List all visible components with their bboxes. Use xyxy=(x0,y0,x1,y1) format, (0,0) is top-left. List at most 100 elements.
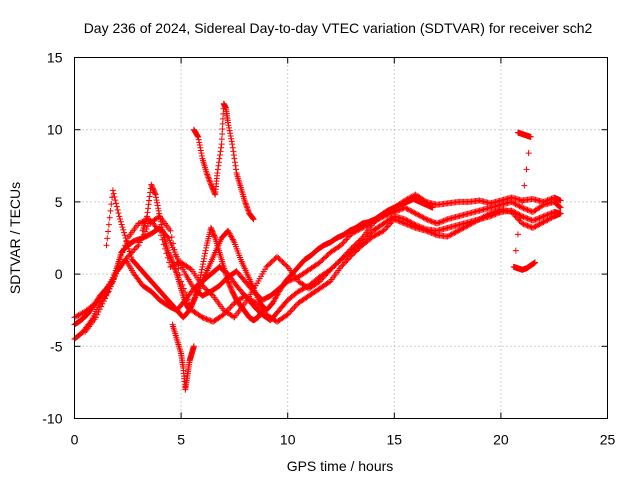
x-tick-label: 10 xyxy=(280,432,296,448)
data-point xyxy=(231,156,237,162)
data-point xyxy=(118,219,124,225)
data-point xyxy=(226,122,232,128)
data-point xyxy=(117,216,123,222)
data-point xyxy=(199,264,205,270)
data-point xyxy=(204,171,210,177)
y-axis-label: SDTVAR / TECUs xyxy=(7,182,23,294)
data-point xyxy=(233,166,239,172)
data-point xyxy=(205,174,211,180)
data-point xyxy=(145,209,151,215)
x-axis-label: GPS time / hours xyxy=(287,458,394,474)
data-point xyxy=(199,153,205,159)
x-tick-label: 5 xyxy=(177,432,185,448)
data-point xyxy=(231,152,237,158)
x-tick-label: 25 xyxy=(600,432,616,448)
data-point xyxy=(145,205,151,211)
data-point xyxy=(134,244,140,250)
data-point xyxy=(232,163,238,169)
data-point xyxy=(218,148,224,154)
data-point xyxy=(120,227,126,233)
data-point xyxy=(203,245,209,251)
data-point xyxy=(206,176,212,182)
data-points xyxy=(72,101,564,393)
data-point xyxy=(287,309,293,315)
data-point xyxy=(227,130,233,136)
series-track-7 xyxy=(191,101,257,223)
data-point xyxy=(339,262,345,268)
data-point xyxy=(291,304,297,310)
data-point xyxy=(289,307,295,313)
data-point xyxy=(119,224,125,230)
data-point xyxy=(227,128,233,134)
data-point xyxy=(342,238,348,244)
data-point xyxy=(207,180,213,186)
data-point xyxy=(509,209,515,215)
data-point xyxy=(113,200,119,206)
data-point xyxy=(115,207,121,213)
y-tick-label: -5 xyxy=(50,338,63,354)
data-point xyxy=(290,306,296,312)
data-point xyxy=(243,200,249,206)
data-point xyxy=(218,145,224,151)
data-point xyxy=(106,222,112,228)
data-point xyxy=(196,139,202,145)
x-tick-label: 20 xyxy=(493,432,509,448)
data-point xyxy=(103,242,109,248)
data-point xyxy=(342,260,348,266)
data-point xyxy=(107,215,113,221)
data-point xyxy=(244,203,250,209)
data-point xyxy=(196,137,202,143)
data-point xyxy=(198,147,204,153)
sdtvar-chart: Day 236 of 2024, Sidereal Day-to-day VTE… xyxy=(0,0,640,480)
data-point xyxy=(232,159,238,165)
x-tick-label: 15 xyxy=(387,432,403,448)
data-point xyxy=(215,163,221,169)
data-point xyxy=(197,145,203,151)
data-point xyxy=(243,202,249,208)
data-point xyxy=(216,156,222,162)
data-point xyxy=(197,142,203,148)
data-point xyxy=(341,239,347,245)
data-point xyxy=(216,159,222,165)
data-point xyxy=(112,197,118,203)
y-tick-label: 5 xyxy=(55,194,63,210)
data-point xyxy=(228,133,234,139)
data-point xyxy=(230,148,236,154)
data-point xyxy=(155,203,161,209)
data-point xyxy=(115,210,121,216)
data-point xyxy=(228,136,234,142)
data-point xyxy=(523,166,529,172)
data-point xyxy=(521,183,527,189)
data-point xyxy=(200,261,206,267)
data-point xyxy=(217,152,223,158)
data-point xyxy=(513,248,519,254)
data-point xyxy=(215,166,221,172)
data-point xyxy=(105,229,111,235)
data-point xyxy=(293,303,299,309)
data-point xyxy=(147,193,153,199)
data-point xyxy=(515,231,521,237)
data-point xyxy=(200,258,206,264)
data-point xyxy=(341,261,347,267)
data-point xyxy=(108,201,114,207)
data-point xyxy=(202,253,208,259)
series-track-5 xyxy=(103,187,435,320)
data-point xyxy=(203,248,209,254)
series-track-6 xyxy=(170,322,197,393)
data-point xyxy=(104,235,110,241)
data-point xyxy=(202,250,208,256)
data-point xyxy=(526,150,532,156)
data-point xyxy=(207,179,213,185)
y-tick-label: -10 xyxy=(42,411,62,427)
data-point xyxy=(154,200,160,206)
data-point xyxy=(107,208,113,214)
data-point xyxy=(229,141,235,147)
data-point xyxy=(385,223,391,229)
chart-title: Day 236 of 2024, Sidereal Day-to-day VTE… xyxy=(84,20,593,36)
data-point xyxy=(229,303,235,309)
data-point xyxy=(146,197,152,203)
data-point xyxy=(229,138,235,144)
data-point xyxy=(198,150,204,156)
data-point xyxy=(119,221,125,227)
y-tick-label: 15 xyxy=(47,50,63,66)
